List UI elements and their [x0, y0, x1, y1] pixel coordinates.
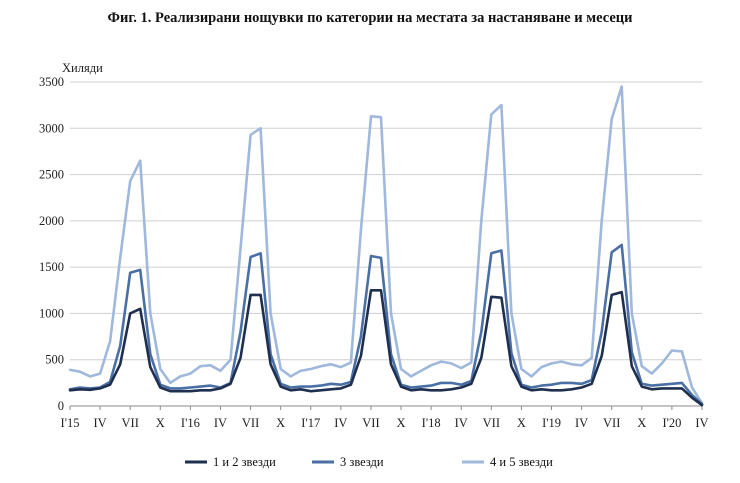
x-tick-label: VII — [362, 416, 379, 430]
y-tick-labels: 0 500 1000 1500 2000 2500 3000 3500 — [39, 75, 64, 413]
x-tick-label: X — [276, 416, 285, 430]
x-tick-label: X — [637, 416, 646, 430]
x-tick-label: I'19 — [542, 416, 561, 430]
y-tick-label: 3000 — [39, 121, 64, 135]
x-tick-label: I'15 — [61, 416, 80, 430]
legend-label: 3 звезди — [340, 455, 384, 469]
y-tick-label: 0 — [58, 399, 64, 413]
y-axis-unit-label: Хиляди — [62, 61, 103, 75]
y-tick-label: 1500 — [39, 260, 64, 274]
x-tick-label: VII — [122, 416, 139, 430]
x-tick-label: X — [517, 416, 526, 430]
legend-label: 4 и 5 звезди — [490, 455, 553, 469]
chart-title: Фиг. 1. Реализирани нощувки по категории… — [107, 10, 633, 26]
x-tick-label: IV — [695, 416, 708, 430]
y-tick-label: 1000 — [39, 306, 64, 320]
series-lines — [68, 85, 704, 407]
x-tick-label: IV — [455, 416, 468, 430]
x-tick-label: I'20 — [662, 416, 681, 430]
series-line — [68, 85, 704, 405]
legend: 1 и 2 звезди 3 звезди 4 и 5 звезди — [185, 455, 553, 469]
x-tick-labels: I'15 IV VII X I'16 IV VII X I'17 IV VII X I'18 IV VII X… — [61, 416, 709, 430]
y-tick-label: 3500 — [39, 75, 64, 89]
x-tick-label: IV — [334, 416, 347, 430]
y-tick-label: 2000 — [39, 214, 64, 228]
x-tick-label: X — [156, 416, 165, 430]
x-tick-label: VII — [483, 416, 500, 430]
series-line — [68, 243, 704, 406]
series-line — [68, 288, 704, 407]
x-tick-label: X — [397, 416, 406, 430]
x-tick-label: I'18 — [422, 416, 441, 430]
x-tick-label: VII — [603, 416, 620, 430]
x-tick-label: IV — [93, 416, 106, 430]
x-tick-label: IV — [214, 416, 227, 430]
x-tick-label: I'16 — [181, 416, 200, 430]
legend-label: 1 и 2 звезди — [213, 455, 276, 469]
y-tick-label: 500 — [45, 353, 64, 367]
x-tick-label: IV — [575, 416, 588, 430]
axes — [69, 405, 703, 410]
x-tick-label: I'17 — [301, 416, 320, 430]
y-tick-label: 2500 — [39, 168, 64, 182]
x-tick-label: VII — [242, 416, 259, 430]
